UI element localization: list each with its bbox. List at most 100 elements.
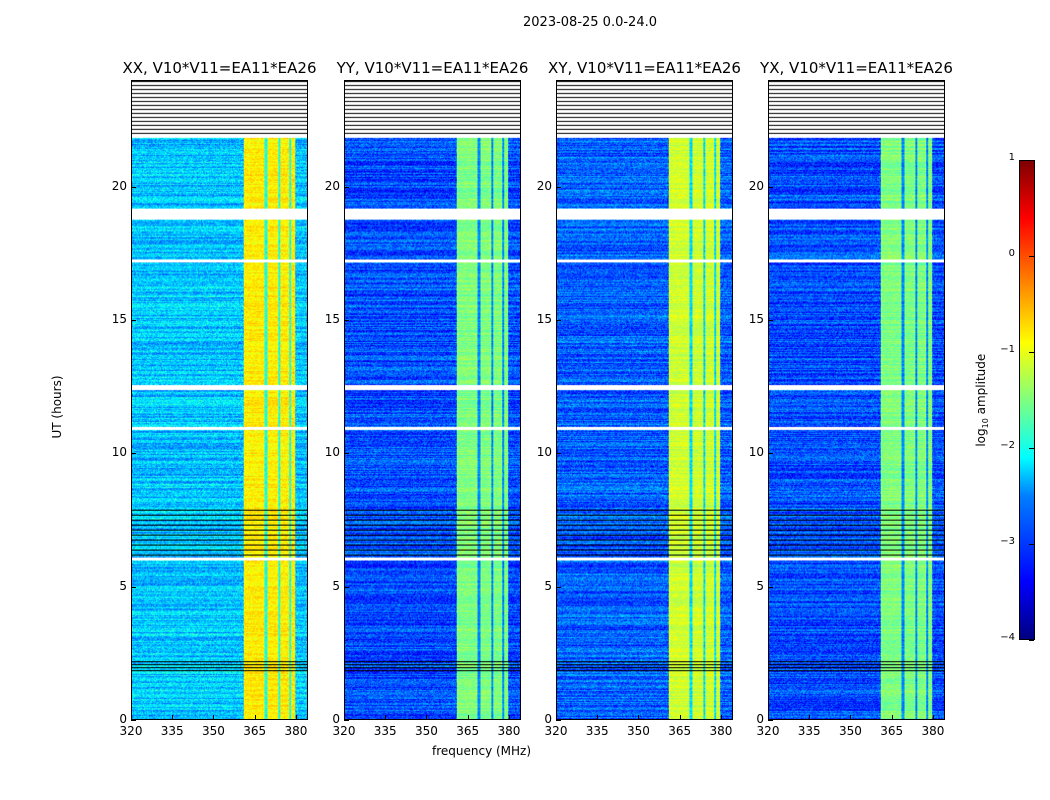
x-tick-mark	[254, 715, 256, 720]
colorbar-tick-mark	[1029, 448, 1034, 449]
y-axis-label: UT (hours)	[50, 375, 64, 439]
x-tick-mark	[720, 715, 722, 720]
colorbar-label: log10 amplitude	[973, 353, 991, 447]
colorbar-tick-label: −1	[1000, 344, 1015, 355]
panel-title: YX, V10*V11=EA11*EA26	[760, 59, 953, 77]
x-tick-label: 320	[544, 724, 568, 738]
y-tick-mark	[556, 186, 561, 188]
colorbar-tick-mark	[1029, 352, 1034, 353]
x-tick-mark	[679, 715, 681, 720]
y-tick-mark	[768, 186, 773, 188]
y-tick-label: 5	[332, 578, 340, 593]
x-tick-label: 365	[456, 724, 480, 738]
y-tick-label: 0	[756, 712, 764, 726]
heatmap-image	[345, 81, 520, 719]
x-tick-mark	[597, 715, 599, 720]
y-tick-mark	[556, 720, 561, 721]
x-tick-mark	[467, 715, 469, 720]
y-tick-label: 10	[536, 445, 552, 460]
x-tick-mark	[932, 715, 934, 720]
y-tick-label: 15	[324, 312, 340, 326]
y-tick-mark	[556, 586, 561, 588]
colorbar-tick-mark	[1029, 640, 1034, 641]
y-tick-mark	[768, 586, 773, 588]
x-tick-mark	[295, 715, 297, 720]
x-tick-label: 350	[627, 724, 650, 738]
heatmap-image	[769, 81, 944, 719]
y-tick-mark	[131, 453, 136, 455]
x-tick-mark	[638, 715, 640, 720]
y-tick-label: 0	[544, 712, 552, 726]
y-tick-mark	[344, 320, 349, 321]
x-tick-label: 365	[668, 724, 692, 738]
colorbar-tick-label: 1	[1008, 152, 1015, 163]
x-axis-label: frequency (MHz)	[432, 744, 532, 758]
panel-title: YY, V10*V11=EA11*EA26	[336, 59, 529, 77]
colorbar-tick-mark	[1029, 160, 1034, 161]
x-tick-label: 350	[202, 724, 225, 738]
colorbar-tick-label: 0	[1008, 248, 1015, 259]
x-tick-label: 350	[839, 724, 862, 738]
y-tick-label: 0	[119, 712, 127, 726]
heatmap-panel	[556, 80, 733, 720]
colorbar-tick-label: −4	[1000, 632, 1015, 643]
y-tick-label: 15	[536, 312, 552, 326]
x-tick-label: 365	[243, 724, 267, 738]
y-tick-mark	[768, 320, 773, 321]
colorbar	[1019, 160, 1035, 640]
y-tick-label: 10	[111, 445, 127, 460]
x-tick-label: 380	[497, 724, 521, 738]
x-tick-label: 320	[756, 724, 780, 738]
figure-title: 2023-08-25 0.0-24.0	[523, 15, 657, 30]
y-tick-label: 15	[748, 312, 764, 326]
x-tick-label: 365	[880, 724, 904, 738]
x-tick-mark	[426, 715, 428, 720]
y-tick-mark	[344, 453, 349, 455]
y-tick-mark	[131, 720, 136, 721]
y-tick-label: 5	[544, 578, 552, 593]
heatmap-panel	[344, 80, 521, 720]
y-tick-mark	[131, 320, 136, 321]
x-tick-mark	[891, 715, 893, 720]
colorbar-tick-mark	[1029, 256, 1034, 257]
x-tick-label: 380	[709, 724, 733, 738]
y-tick-label: 15	[111, 312, 127, 326]
x-tick-mark	[556, 715, 557, 720]
heatmap-image	[557, 81, 732, 719]
y-tick-mark	[768, 453, 773, 455]
y-tick-label: 10	[748, 445, 764, 460]
x-tick-mark	[809, 715, 811, 720]
x-tick-label: 380	[921, 724, 945, 738]
x-tick-mark	[213, 715, 215, 720]
x-tick-label: 335	[160, 724, 184, 738]
x-tick-mark	[172, 715, 174, 720]
x-tick-mark	[508, 715, 510, 720]
colorbar-tick-label: −3	[1000, 536, 1015, 547]
x-tick-label: 335	[585, 724, 609, 738]
heatmap-panel	[131, 80, 308, 720]
x-tick-mark	[131, 715, 132, 720]
x-tick-label: 320	[332, 724, 356, 738]
x-tick-mark	[344, 715, 345, 720]
panel-title: XY, V10*V11=EA11*EA26	[548, 59, 741, 77]
y-tick-label: 0	[332, 712, 340, 726]
y-tick-label: 20	[536, 178, 552, 193]
y-tick-label: 5	[119, 578, 127, 593]
x-tick-label: 380	[284, 724, 308, 738]
heatmap-panel	[768, 80, 945, 720]
panel-title: XX, V10*V11=EA11*EA26	[122, 59, 317, 77]
y-tick-label: 20	[748, 178, 764, 193]
y-tick-label: 20	[111, 178, 127, 193]
y-tick-label: 20	[324, 178, 340, 193]
x-tick-mark	[850, 715, 852, 720]
y-tick-mark	[344, 720, 349, 721]
y-tick-label: 5	[756, 578, 764, 593]
colorbar-tick-mark	[1029, 544, 1034, 545]
y-tick-mark	[344, 186, 349, 188]
x-tick-mark	[385, 715, 387, 720]
y-tick-mark	[131, 586, 136, 588]
heatmap-image	[132, 81, 307, 719]
x-tick-mark	[768, 715, 769, 720]
colorbar-tick-label: −2	[1000, 440, 1015, 451]
